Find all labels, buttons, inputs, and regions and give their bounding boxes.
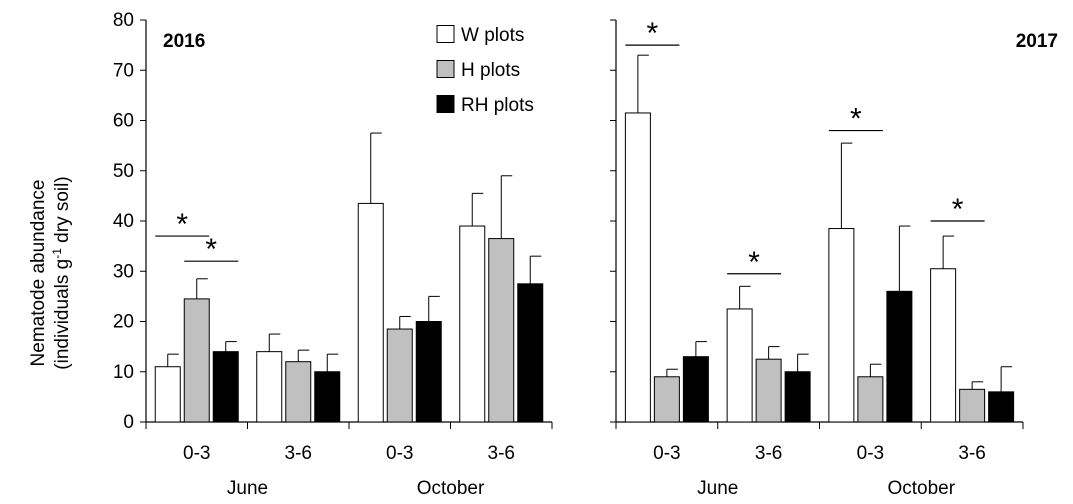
legend: W plots H plots RH plots: [436, 25, 534, 116]
x-tick-label: 0-3: [183, 443, 210, 464]
legend-swatch: [436, 95, 455, 113]
legend-swatch: [436, 25, 455, 43]
bar: [256, 351, 283, 423]
significance-star: *: [176, 208, 188, 241]
bar: [386, 328, 413, 423]
bar: [755, 358, 782, 423]
bar: [653, 376, 680, 423]
x-tick-label: 0-3: [386, 443, 413, 464]
x-tick-label: 3-6: [285, 443, 312, 464]
bar: [886, 290, 913, 423]
bar: [784, 371, 811, 423]
significance-star: *: [952, 193, 964, 226]
group-label-october: October: [417, 478, 485, 499]
y-axis-title-line2-post: dry soil): [52, 176, 73, 248]
x-tick-label: 3-6: [488, 443, 515, 464]
bar: [357, 202, 384, 423]
legend-label: RH plots: [461, 95, 534, 116]
bar: [959, 388, 986, 423]
bar: [624, 112, 651, 423]
panel-title: 2017: [1016, 31, 1058, 52]
y-tick-label: 60: [113, 111, 134, 132]
bar: [726, 308, 753, 423]
group-label-june: June: [227, 478, 268, 499]
bar: [285, 361, 312, 423]
plot-area: 0 10 20 30 40 50 60 70 80 0-3 3-6 0-3 3-6 June October…: [113, 10, 1058, 499]
bar: [488, 238, 515, 423]
bar: [314, 371, 341, 423]
significance-star: *: [647, 17, 659, 50]
legend-label: H plots: [461, 60, 520, 81]
bar: [517, 283, 544, 423]
bar: [183, 298, 210, 423]
bar: [988, 391, 1015, 423]
y-axis-title-line1: Nematode abundance: [28, 180, 49, 367]
significance-star: *: [748, 246, 760, 279]
panel-2016: 0 10 20 30 40 50 60 70 80 0-3 3-6 0-3 3-6 June October…: [113, 10, 553, 499]
legend-label: W plots: [461, 25, 524, 46]
bar: [459, 225, 486, 423]
y-tick-label: 30: [113, 261, 134, 282]
x-tick-label: 0-3: [653, 443, 680, 464]
significance-star: *: [205, 233, 217, 266]
y-axis-title: Nematode abundance (individuals g-1 dry …: [28, 176, 73, 369]
y-tick-label: 20: [113, 312, 134, 333]
y-axis-title-line2-sup: -1: [50, 248, 64, 259]
significance-star: *: [850, 103, 862, 136]
x-tick-label: 3-6: [958, 443, 985, 464]
legend-swatch: [436, 60, 455, 78]
y-tick-label: 50: [113, 161, 134, 182]
bar: [930, 268, 957, 423]
y-tick-label: 10: [113, 362, 134, 383]
bar: [212, 351, 239, 423]
bar: [154, 366, 181, 423]
y-tick-label: 0: [123, 412, 134, 433]
bar: [682, 356, 709, 423]
group-label-june: June: [697, 478, 738, 499]
x-tick-label: 3-6: [755, 443, 782, 464]
y-tick-label: 40: [113, 211, 134, 232]
y-axis-title-line2: (individuals g-1 dry soil): [50, 176, 73, 369]
x-tick-label: 0-3: [857, 443, 884, 464]
y-tick-label: 80: [113, 10, 134, 31]
bar: [415, 321, 442, 423]
y-axis-title-line2-pre: (individuals g: [52, 259, 73, 370]
y-tick-label: 70: [113, 60, 134, 81]
panel-title: 2016: [163, 31, 205, 52]
bar: [857, 376, 884, 423]
group-label-october: October: [887, 478, 955, 499]
panel-2017: 0-3 3-6 0-3 3-6 June October * * * * 2017: [610, 17, 1058, 499]
bar: [828, 228, 855, 423]
